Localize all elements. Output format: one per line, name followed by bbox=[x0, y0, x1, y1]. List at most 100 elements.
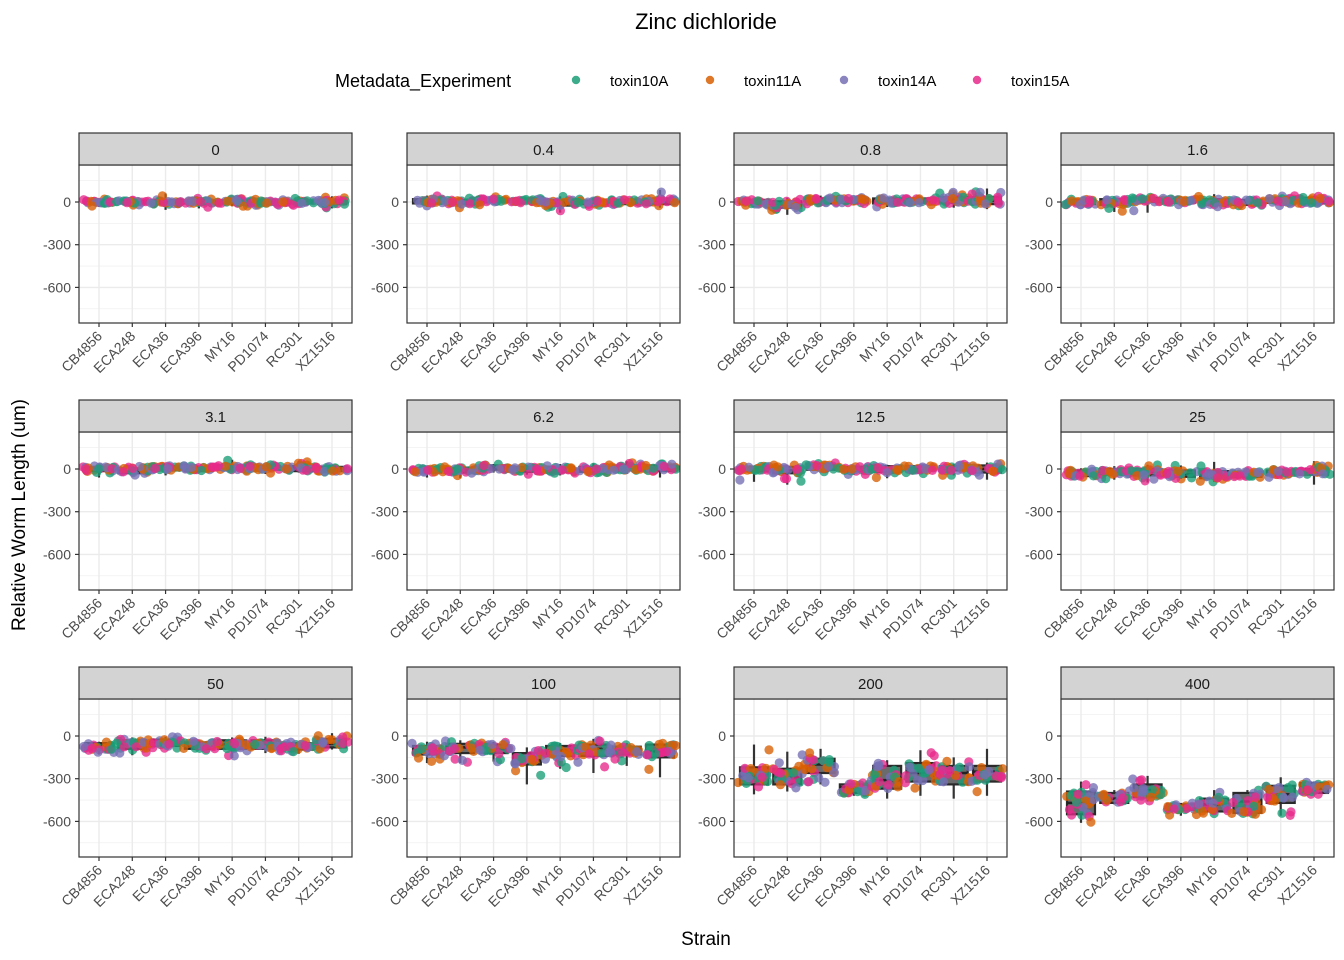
point-toxin11A bbox=[1179, 197, 1189, 207]
point-toxin15A bbox=[1085, 195, 1095, 205]
point-toxin15A bbox=[641, 199, 651, 209]
point-toxin10A bbox=[1283, 783, 1293, 793]
point-toxin14A bbox=[1318, 469, 1328, 479]
point-toxin15A bbox=[1169, 804, 1179, 814]
point-toxin14A bbox=[1149, 474, 1159, 484]
point-toxin15A bbox=[993, 198, 1004, 208]
point-toxin15A bbox=[300, 741, 310, 751]
point-toxin10A bbox=[416, 744, 426, 754]
point-toxin15A bbox=[1243, 796, 1253, 806]
point-toxin11A bbox=[157, 191, 167, 201]
point-toxin11A bbox=[220, 461, 231, 471]
legend: Metadata_Experiment toxin10A toxin11A toxi… bbox=[335, 71, 1069, 92]
point-toxin15A bbox=[87, 743, 97, 753]
y-tick-label: 0 bbox=[63, 461, 71, 477]
point-toxin15A bbox=[105, 197, 115, 207]
y-tick-label: -300 bbox=[698, 771, 726, 787]
point-toxin15A bbox=[443, 466, 453, 476]
point-toxin14A bbox=[872, 762, 882, 772]
y-axis: 0 -300 -600 bbox=[1025, 461, 1061, 562]
point-toxin15A bbox=[1081, 780, 1091, 790]
point-toxin14A bbox=[163, 464, 173, 474]
point-toxin15A bbox=[1073, 789, 1083, 799]
facet-panels: 0 0 -300 -600 CB4856ECA248ECA36ECA396MY16PD1… bbox=[43, 132, 1335, 910]
facet-strip-label: 6.2 bbox=[533, 409, 554, 426]
y-tick-label: 0 bbox=[718, 194, 726, 210]
data-points bbox=[408, 458, 681, 481]
point-toxin15A bbox=[795, 194, 805, 204]
facet-strip-label: 12.5 bbox=[856, 409, 885, 426]
x-axis: CB4856ECA248ECA36ECA396MY16PD1074RC301XZ… bbox=[386, 857, 666, 910]
y-tick-label: -600 bbox=[43, 546, 71, 562]
y-tick-label: -600 bbox=[698, 279, 726, 295]
point-toxin15A bbox=[423, 465, 433, 475]
y-tick-label: -300 bbox=[371, 237, 399, 253]
point-toxin10A bbox=[1088, 471, 1098, 481]
point-toxin15A bbox=[901, 771, 911, 781]
point-toxin15A bbox=[996, 771, 1006, 781]
point-toxin11A bbox=[413, 753, 424, 763]
point-toxin15A bbox=[736, 464, 747, 474]
point-toxin10A bbox=[648, 463, 658, 473]
point-toxin14A bbox=[656, 187, 666, 197]
point-toxin11A bbox=[773, 462, 783, 472]
point-toxin11A bbox=[1250, 809, 1260, 819]
point-toxin14A bbox=[1213, 202, 1223, 212]
point-toxin11A bbox=[475, 200, 485, 210]
x-axis: CB4856ECA248ECA36ECA396MY16PD1074RC301XZ… bbox=[386, 323, 666, 376]
point-toxin14A bbox=[735, 475, 745, 485]
point-toxin15A bbox=[1154, 197, 1164, 207]
point-toxin15A bbox=[1098, 465, 1108, 476]
point-toxin10A bbox=[1101, 474, 1111, 484]
point-toxin15A bbox=[523, 469, 533, 479]
data-points bbox=[733, 187, 1006, 215]
point-toxin14A bbox=[820, 777, 830, 787]
facet-strip bbox=[733, 132, 1008, 166]
point-toxin14A bbox=[407, 738, 417, 749]
point-toxin14A bbox=[542, 461, 552, 471]
y-tick-label: 0 bbox=[63, 194, 71, 210]
point-toxin10A bbox=[250, 739, 260, 750]
facet-strip bbox=[1060, 132, 1335, 166]
y-axis: 0 -300 -600 bbox=[371, 194, 407, 295]
point-toxin10A bbox=[496, 196, 506, 206]
point-toxin15A bbox=[600, 762, 610, 772]
data-points bbox=[733, 745, 1008, 800]
x-axis: CB4856ECA248ECA36ECA396MY16PD1074RC301XZ… bbox=[1040, 590, 1320, 643]
point-toxin15A bbox=[874, 777, 884, 787]
point-toxin15A bbox=[591, 464, 601, 474]
point-toxin15A bbox=[1302, 785, 1312, 795]
point-toxin14A bbox=[1271, 784, 1281, 794]
point-toxin11A bbox=[410, 467, 420, 477]
panel-background bbox=[734, 432, 1007, 590]
point-toxin11A bbox=[1195, 476, 1205, 486]
facet-strip bbox=[78, 132, 353, 166]
data-points bbox=[412, 187, 680, 216]
point-toxin14A bbox=[1128, 774, 1138, 784]
point-toxin14A bbox=[232, 196, 242, 206]
point-toxin14A bbox=[905, 198, 915, 208]
point-toxin10A bbox=[573, 197, 583, 208]
point-toxin15A bbox=[610, 754, 620, 764]
data-points bbox=[79, 191, 350, 213]
point-toxin15A bbox=[945, 766, 955, 776]
point-toxin11A bbox=[262, 198, 272, 208]
point-toxin11A bbox=[838, 464, 849, 474]
point-toxin15A bbox=[811, 194, 821, 204]
point-toxin14A bbox=[954, 461, 964, 471]
point-toxin10A bbox=[824, 755, 834, 765]
point-toxin15A bbox=[1263, 792, 1273, 802]
point-toxin10A bbox=[644, 740, 654, 751]
y-axis: 0 -300 -600 bbox=[698, 461, 734, 562]
facet-strip bbox=[406, 132, 681, 166]
y-tick-label: 0 bbox=[1045, 461, 1053, 477]
point-toxin14A bbox=[1241, 195, 1251, 205]
point-toxin11A bbox=[328, 466, 338, 476]
y-tick-label: 0 bbox=[391, 461, 399, 477]
point-toxin11A bbox=[948, 194, 958, 204]
point-toxin15A bbox=[967, 466, 977, 476]
point-toxin14A bbox=[556, 751, 566, 762]
point-toxin15A bbox=[511, 196, 521, 206]
point-toxin14A bbox=[938, 777, 949, 787]
facet-strip bbox=[78, 399, 353, 433]
